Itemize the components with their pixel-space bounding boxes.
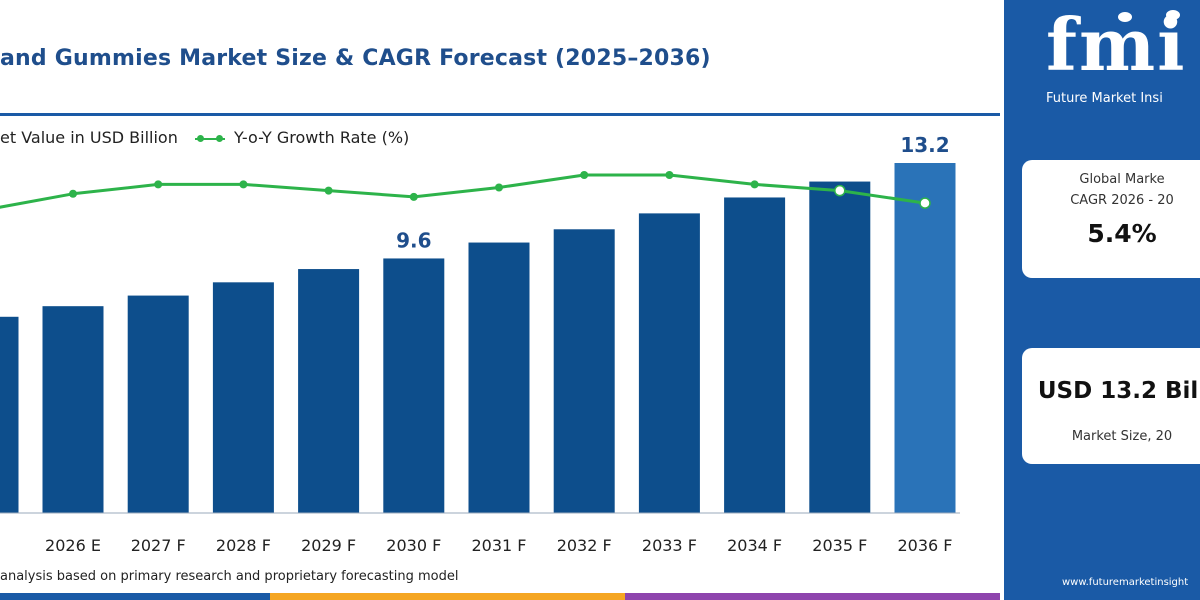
x-tick-label: 2026 E (45, 536, 101, 555)
bar-2033-f (638, 213, 700, 513)
bottom-color-bar (0, 593, 1000, 600)
x-tick-label: 2027 F (131, 536, 186, 555)
x-tick-label: 2033 F (642, 536, 697, 555)
legend-line-label: Y-o-Y Growth Rate (%) (234, 128, 410, 147)
bar-2029-f (298, 269, 360, 513)
brand-name: Future Market Insi (1046, 91, 1163, 106)
cagr-label-line2: CAGR 2026 - 20 (1070, 193, 1174, 208)
bar-2030-f (383, 258, 445, 513)
x-tick-label: 2030 F (386, 536, 441, 555)
growth-point (665, 171, 674, 179)
x-tick-label: 2028 F (216, 536, 271, 555)
data-label: 9.6 (396, 228, 431, 252)
cagr-label-line1: Global Marke (1079, 172, 1165, 187)
legend-bar-label: et Value in USD Billion (0, 128, 178, 147)
logo-dot-icon (1118, 12, 1132, 22)
cagr-card: Global Marke CAGR 2026 - 20 5.4% (1022, 160, 1200, 278)
cagr-value: 5.4% (1087, 219, 1157, 248)
chart-title: and Gummies Market Size & CAGR Forecast … (0, 46, 711, 71)
bar-2035-f (809, 181, 871, 513)
bottom-bar-segment (625, 593, 1000, 600)
bar-2034-f (724, 197, 786, 513)
growth-point (919, 197, 931, 209)
growth-point (239, 180, 248, 189)
market-size-card: USD 13.2 Bill Market Size, 20 (1022, 348, 1200, 464)
summary-panel: fmi Future Market Insi Global Marke CAGR… (1000, 0, 1200, 600)
chart-panel: and Gummies Market Size & CAGR Forecast … (0, 46, 1000, 600)
x-tick-label: 2036 F (897, 536, 952, 555)
growth-point (69, 189, 77, 198)
bar-2026-e (42, 306, 104, 513)
x-tick-label: 2032 F (557, 536, 612, 555)
growth-point (580, 171, 589, 179)
bottom-bar-segment (0, 593, 270, 600)
market-size-label: Market Size, 20 (1071, 429, 1173, 444)
growth-point (409, 192, 418, 201)
bar-a (0, 316, 19, 513)
growth-point (834, 184, 846, 197)
x-tick-label: 2029 F (301, 536, 356, 555)
panel-divider (1000, 0, 1004, 600)
x-tick-label: 2034 F (727, 536, 782, 555)
market-size-value: USD 13.2 Bill (1037, 378, 1200, 404)
chart-legend: et Value in USD Billion Y-o-Y Growth Rat… (0, 128, 409, 147)
title-divider (0, 113, 1000, 116)
x-tick-label: 2031 F (471, 536, 526, 555)
bar-2027-f (127, 295, 189, 513)
bottom-bar-segment (270, 593, 625, 600)
logo-dot-icon (1166, 10, 1180, 20)
growth-point (495, 183, 503, 192)
growth-point (750, 180, 759, 189)
website-link[interactable]: www.futuremarketinsight (1062, 577, 1189, 588)
growth-rate-line (0, 173, 926, 209)
x-tick-label: 2035 F (812, 536, 867, 555)
growth-point (154, 180, 163, 189)
data-label: 13.2 (900, 133, 949, 157)
bar-2032-f (553, 229, 615, 513)
legend-line-swatch (194, 134, 225, 142)
fmi-logo: fmi (1046, 2, 1187, 87)
bar-2028-f (212, 282, 274, 513)
source-note: analysis based on primary research and p… (0, 569, 459, 584)
bar-2036-f (894, 163, 956, 513)
growth-point (324, 186, 333, 195)
bar-2031-f (468, 242, 530, 513)
